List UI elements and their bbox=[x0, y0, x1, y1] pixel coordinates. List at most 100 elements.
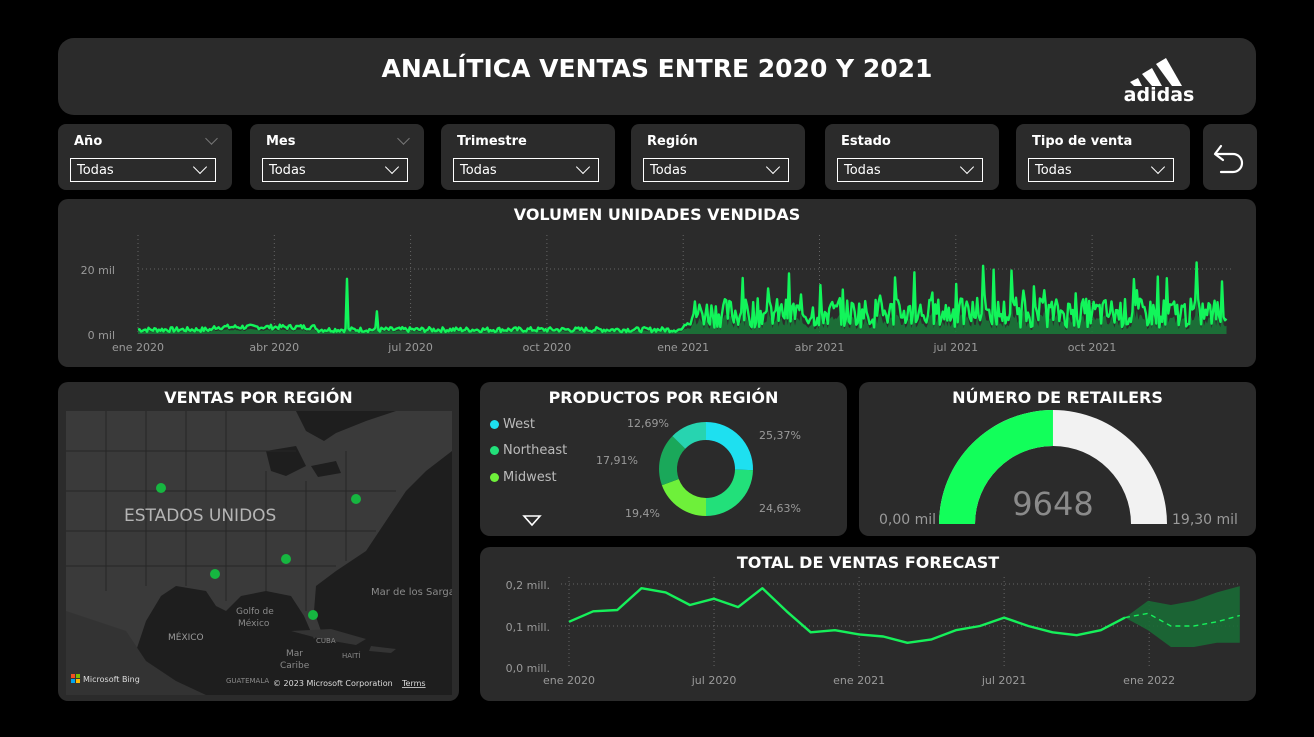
reset-filters-button[interactable] bbox=[1203, 124, 1257, 190]
bing-logo bbox=[71, 674, 80, 683]
donut-slice bbox=[659, 436, 686, 486]
map-guatemala-label: GUATEMALA bbox=[226, 677, 269, 685]
x-tick-label: ene 2020 bbox=[112, 341, 164, 354]
page-title: ANALÍTICA VENTAS ENTRE 2020 Y 2021 bbox=[381, 54, 933, 83]
mexico-land bbox=[66, 611, 206, 695]
x-tick-label: oct 2021 bbox=[1068, 341, 1117, 354]
filter-dropdown[interactable]: Todas bbox=[643, 158, 789, 182]
x-tick-label: jul 2021 bbox=[933, 341, 979, 354]
filter-label: Trimestre bbox=[457, 134, 527, 149]
filter-dropdown[interactable]: Todas bbox=[1028, 158, 1174, 182]
chevron-down-icon[interactable] bbox=[397, 132, 410, 145]
volume-title: VOLUMEN UNIDADES VENDIDAS bbox=[513, 205, 801, 224]
gauge-value: 9648 bbox=[1012, 485, 1093, 523]
filter-value: Todas bbox=[460, 163, 497, 178]
filter-value: Todas bbox=[1035, 163, 1072, 178]
donut-slice bbox=[706, 469, 753, 516]
y-tick-label: 20 mil bbox=[81, 264, 115, 277]
chevron-down-icon[interactable] bbox=[765, 159, 781, 175]
chevron-down-icon[interactable] bbox=[205, 132, 218, 145]
map-copyright: © 2023 Microsoft Corporation bbox=[273, 679, 393, 688]
forecast-chart[interactable]: 0,2 mill. 0,1 mill. 0,0 mill. ene 2020 ju… bbox=[480, 547, 1256, 701]
map-gulf-label-2: México bbox=[238, 618, 270, 629]
volume-chart[interactable]: 20 mil 0 mil ene 2020 abr 2020 jul 2020 oct… bbox=[58, 199, 1256, 367]
forecast-band bbox=[1125, 586, 1240, 647]
region-dot bbox=[308, 610, 318, 620]
adidas-logo-text: adidas bbox=[1124, 84, 1195, 104]
filter-label: Mes bbox=[266, 134, 296, 149]
x-tick-label: jul 2020 bbox=[387, 341, 433, 354]
chevron-down-icon[interactable] bbox=[192, 159, 208, 175]
region-dot bbox=[351, 494, 361, 504]
forecast-panel: TOTAL DE VENTAS FORECAST 0,2 mill. 0,1 m… bbox=[480, 547, 1256, 701]
slice-label: 24,63% bbox=[759, 502, 801, 515]
map-cuba-label: CUBA bbox=[316, 637, 336, 645]
volume-panel: VOLUMEN UNIDADES VENDIDAS 20 mil 0 mil e… bbox=[58, 199, 1256, 367]
map-caribe-label-2: Caribe bbox=[280, 661, 310, 671]
legend-scroll-down-icon[interactable] bbox=[522, 514, 542, 528]
x-tick-label: ene 2022 bbox=[1123, 674, 1175, 687]
gauge-min-label: 0,00 mil bbox=[879, 512, 936, 528]
filter-dropdown[interactable]: Todas bbox=[262, 158, 408, 182]
region-dot bbox=[281, 554, 291, 564]
y-tick-label: 0 mil bbox=[88, 329, 115, 342]
slice-label: 19,4% bbox=[625, 507, 660, 520]
filter-label: Año bbox=[74, 134, 103, 149]
adidas-logo: adidas bbox=[1120, 48, 1198, 106]
donut-slice bbox=[672, 422, 706, 449]
filter-dropdown[interactable]: Todas bbox=[70, 158, 216, 182]
x-tick-label: abr 2020 bbox=[249, 341, 299, 354]
filter-state[interactable]: Estado Todas bbox=[825, 124, 999, 190]
chevron-down-icon[interactable] bbox=[1150, 159, 1166, 175]
volume-area bbox=[138, 294, 1227, 334]
retailers-gauge[interactable]: 9648 0,00 mil 19,30 mil bbox=[859, 382, 1256, 536]
filter-label: Región bbox=[647, 134, 698, 149]
volume-line bbox=[137, 261, 1228, 334]
products-panel: PRODUCTOS POR REGIÓN West Northeast Midw… bbox=[480, 382, 847, 536]
donut-chart[interactable]: 25,37% 24,63% 19,4% 17,91% 12,69% bbox=[480, 382, 847, 536]
legend-item-midwest[interactable]: Midwest bbox=[490, 470, 557, 485]
gauge-fill bbox=[939, 410, 1053, 524]
map-terms-link: Terms bbox=[401, 679, 426, 688]
filter-value: Todas bbox=[844, 163, 881, 178]
filter-month[interactable]: Mes Todas bbox=[250, 124, 424, 190]
legend-item-west[interactable]: West bbox=[490, 417, 535, 432]
legend-dot bbox=[490, 446, 499, 455]
x-tick-label: oct 2020 bbox=[523, 341, 572, 354]
x-tick-label: abr 2021 bbox=[795, 341, 845, 354]
usa-land bbox=[66, 411, 452, 695]
region-dot bbox=[210, 569, 220, 579]
chevron-down-icon[interactable] bbox=[384, 159, 400, 175]
legend-label: Northeast bbox=[503, 443, 568, 458]
forecast-title: TOTAL DE VENTAS FORECAST bbox=[736, 553, 1000, 572]
region-dot bbox=[156, 483, 166, 493]
donut-slice bbox=[706, 422, 753, 471]
retailers-panel: NÚMERO DE RETAILERS 9648 0,00 mil 19,30 … bbox=[859, 382, 1256, 536]
undo-arrow-icon[interactable] bbox=[1203, 124, 1257, 190]
slice-label: 25,37% bbox=[759, 429, 801, 442]
filter-value: Todas bbox=[269, 163, 306, 178]
filter-year[interactable]: Año Todas bbox=[58, 124, 232, 190]
filter-value: Todas bbox=[650, 163, 687, 178]
legend-label: Midwest bbox=[503, 470, 557, 485]
map-haiti-label: HAITÍ bbox=[342, 651, 360, 660]
filter-dropdown[interactable]: Todas bbox=[837, 158, 983, 182]
map-canvas[interactable]: ESTADOS UNIDOS Golfo de México Mar de lo… bbox=[66, 411, 452, 695]
map-mexico-label: MÉXICO bbox=[168, 631, 204, 643]
chevron-down-icon[interactable] bbox=[959, 159, 975, 175]
chevron-down-icon[interactable] bbox=[575, 159, 591, 175]
map-gulf-label: Golfo de bbox=[236, 607, 274, 617]
y-tick-label: 0,0 mill. bbox=[506, 662, 550, 675]
filter-dropdown[interactable]: Todas bbox=[453, 158, 599, 182]
filter-sale-type[interactable]: Tipo de venta Todas bbox=[1016, 124, 1190, 190]
region-map-panel: VENTAS POR REGIÓN ESTADOS UNIDOS G bbox=[58, 382, 459, 701]
donut-slice bbox=[661, 478, 706, 516]
cuba-land bbox=[291, 629, 366, 645]
filter-region[interactable]: Región Todas bbox=[631, 124, 805, 190]
filter-quarter[interactable]: Trimestre Todas bbox=[441, 124, 615, 190]
legend-item-northeast[interactable]: Northeast bbox=[490, 443, 567, 458]
x-tick-label: jul 2020 bbox=[691, 674, 737, 687]
islands bbox=[369, 646, 396, 653]
y-tick-label: 0,2 mill. bbox=[506, 579, 550, 592]
filter-label: Tipo de venta bbox=[1032, 134, 1133, 149]
